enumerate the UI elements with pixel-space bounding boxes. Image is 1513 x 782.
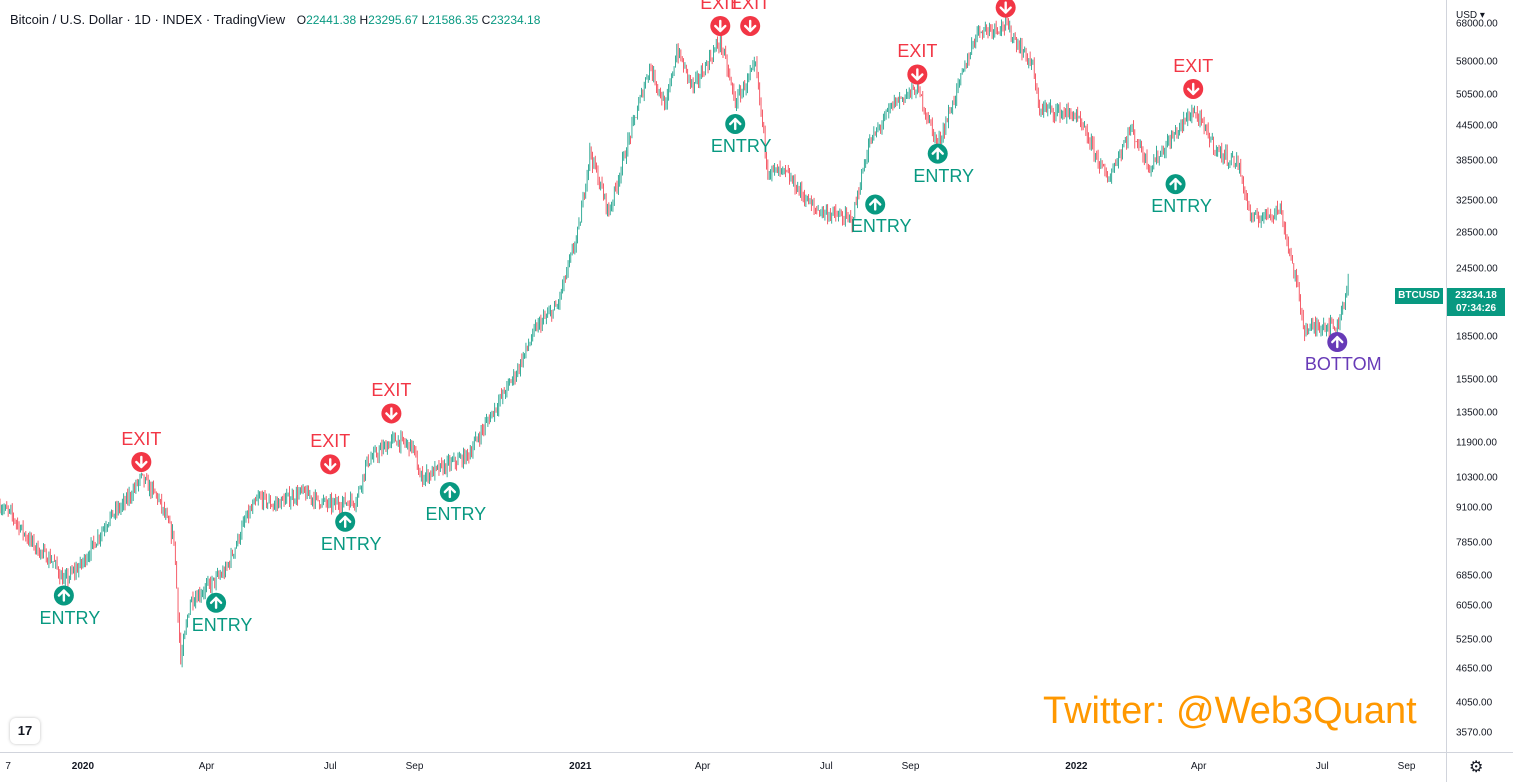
price-tick: 38500.00 xyxy=(1456,155,1498,167)
arrow-down-icon xyxy=(907,64,928,85)
price-tick: 50500.00 xyxy=(1456,89,1498,101)
gear-icon[interactable]: ⚙ xyxy=(1469,759,1484,776)
close-value: 23234.18 xyxy=(490,13,541,27)
price-tick: 28500.00 xyxy=(1456,227,1498,239)
price-tick: 68000.00 xyxy=(1456,18,1498,30)
time-axis[interactable]: 7 2020 Apr Jul Sep 2021 Apr Jul Sep 2022 Apr Jul Sep xyxy=(0,752,1446,782)
signal-label-entry: ENTRY xyxy=(39,607,101,628)
arrow-up-icon xyxy=(1327,332,1348,353)
time-tick: 2022 xyxy=(1065,761,1088,772)
arrow-down-icon xyxy=(1183,78,1204,99)
arrow-up-icon xyxy=(335,511,356,532)
arrow-up-icon xyxy=(53,585,74,606)
signal-label-entry: ENTRY xyxy=(320,533,382,554)
price-tick: 32500.00 xyxy=(1456,195,1498,207)
price-tick: 7850.00 xyxy=(1456,537,1493,549)
arrow-up-icon xyxy=(725,113,746,134)
time-tick: Jul xyxy=(819,761,833,772)
time-tick: 7 xyxy=(5,761,11,772)
price-tick: 5250.00 xyxy=(1456,634,1493,646)
price-tick: 15500.00 xyxy=(1456,374,1498,386)
signal-label-entry: ENTRY xyxy=(913,165,975,186)
currency-selector[interactable]: USD ▾ xyxy=(1456,10,1485,21)
symbol-name[interactable]: Bitcoin / U.S. Dollar xyxy=(10,12,123,27)
open-value: 22441.38 xyxy=(306,13,357,27)
signal-label-exit: EXIT xyxy=(371,380,412,401)
arrow-down-icon xyxy=(320,454,341,475)
last-price-tag: 23234.18 07:34:26 xyxy=(1447,288,1505,316)
chart-area[interactable]: Bitcoin / U.S. Dollar · 1D · INDEX · Tra… xyxy=(0,0,1446,752)
interval-label[interactable]: 1D xyxy=(134,12,151,27)
signal-label-entry: ENTRY xyxy=(191,614,253,635)
signal-label-entry: ENTRY xyxy=(850,216,912,237)
arrow-down-icon xyxy=(131,451,152,472)
time-tick: Apr xyxy=(198,761,215,772)
price-chart[interactable] xyxy=(0,0,1446,752)
source-label: TradingView xyxy=(213,12,286,27)
ohlc-values: O22441.38 H23295.67 L21586.35 C23234.18 xyxy=(297,13,541,27)
high-value: 23295.67 xyxy=(368,13,419,27)
time-tick: 2020 xyxy=(71,761,95,772)
price-tick: 4650.00 xyxy=(1456,663,1493,675)
time-tick: 2021 xyxy=(569,761,592,772)
price-tick: 11900.00 xyxy=(1456,437,1497,449)
arrow-up-icon xyxy=(439,481,460,502)
price-axis[interactable]: USD ▾ 68000.00 58000.00 50500.00 44500.00 38… xyxy=(1446,0,1513,752)
time-tick: Jul xyxy=(1315,761,1329,772)
chart-header: Bitcoin / U.S. Dollar · 1D · INDEX · Tra… xyxy=(10,12,541,27)
arrow-up-icon xyxy=(865,194,886,215)
time-tick: Jul xyxy=(323,761,337,772)
price-tick: 9100.00 xyxy=(1456,502,1493,514)
arrow-up-icon xyxy=(206,592,227,613)
arrow-down-icon xyxy=(710,15,731,36)
price-tick: 6850.00 xyxy=(1456,570,1493,582)
signal-label-bottom: BOTTOM xyxy=(1304,354,1382,375)
bar-countdown: 07:34:26 xyxy=(1455,303,1497,314)
symbol-tag: BTCUSD xyxy=(1395,288,1443,304)
time-tick: Sep xyxy=(1397,761,1416,772)
candles-layer xyxy=(0,15,1349,668)
watermark-text: Twitter: @Web3Quant xyxy=(1043,690,1417,732)
price-tick: 24500.00 xyxy=(1456,263,1498,275)
tradingview-logo[interactable]: 17 xyxy=(10,718,40,744)
time-tick: Sep xyxy=(901,761,920,772)
exchange-label: INDEX xyxy=(162,12,203,27)
signal-label-entry: ENTRY xyxy=(425,503,487,524)
arrow-down-icon xyxy=(995,0,1016,18)
currency-label: USD xyxy=(1456,10,1478,21)
price-tick: 44500.00 xyxy=(1456,120,1498,132)
last-price: 23234.18 xyxy=(1455,290,1497,301)
signal-label-exit: EXIT xyxy=(1173,55,1214,76)
signal-label-exit: EXIT xyxy=(897,41,938,62)
low-value: 21586.35 xyxy=(428,13,479,27)
price-tick: 3570.00 xyxy=(1456,727,1493,739)
price-tick: 10300.00 xyxy=(1456,472,1498,484)
price-tick: 18500.00 xyxy=(1456,331,1498,343)
signal-label-exit: EXIT xyxy=(121,428,162,449)
chevron-down-icon: ▾ xyxy=(1479,10,1485,21)
signal-label-entry: ENTRY xyxy=(710,135,772,156)
signals-layer xyxy=(53,0,1348,613)
time-tick: Apr xyxy=(694,761,711,772)
price-tick: 13500.00 xyxy=(1456,407,1498,419)
low-key: L xyxy=(421,13,429,27)
time-tick: Sep xyxy=(405,761,424,772)
price-tick: 6050.00 xyxy=(1456,600,1493,612)
signal-label-entry: ENTRY xyxy=(1151,196,1212,217)
arrow-down-icon xyxy=(381,403,402,424)
close-key: C xyxy=(481,13,491,27)
arrow-up-icon xyxy=(927,143,948,164)
time-tick: Apr xyxy=(1190,761,1207,772)
price-tick: 4050.00 xyxy=(1456,697,1493,709)
high-key: H xyxy=(359,13,369,27)
signal-label-exit: EXIT xyxy=(730,0,771,13)
arrow-down-icon xyxy=(740,15,761,36)
price-tick: 58000.00 xyxy=(1456,56,1498,68)
signal-label-exit: EXIT xyxy=(310,431,351,452)
settings-corner[interactable]: ⚙ xyxy=(1446,752,1513,782)
signal-label-exit: EXIT xyxy=(700,0,741,13)
arrow-up-icon xyxy=(1165,174,1186,195)
open-key: O xyxy=(296,13,307,27)
